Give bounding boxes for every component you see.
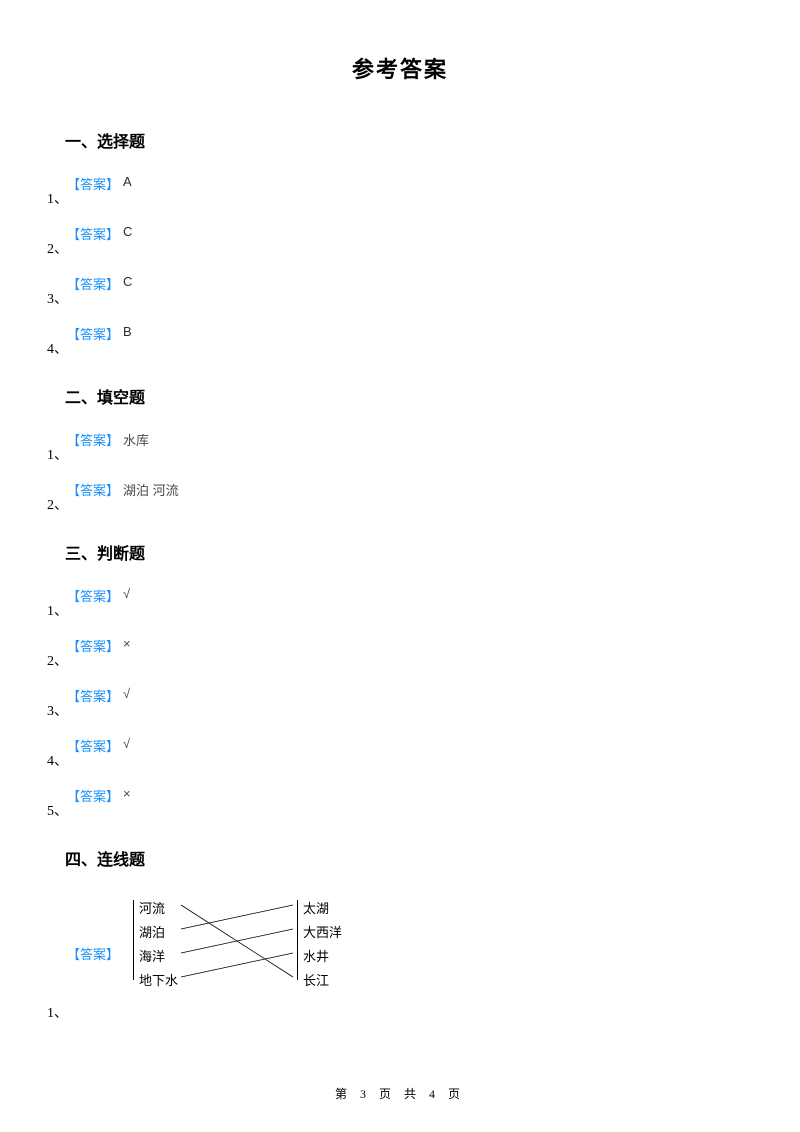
page-footer: 第 3 页 共 4 页 bbox=[0, 1085, 800, 1102]
footer-suffix: 页 bbox=[440, 1087, 465, 1101]
answer-row: 4、 【答案】 √ bbox=[65, 736, 735, 782]
footer-page: 3 bbox=[360, 1087, 371, 1101]
answer-label: 【答案】 bbox=[67, 636, 119, 655]
page-title: 参考答案 bbox=[0, 0, 800, 114]
answer-value: √ bbox=[123, 736, 130, 751]
section-2-heading: 二、填空题 bbox=[65, 384, 735, 408]
answer-row: 3、 【答案】 √ bbox=[65, 686, 735, 732]
answer-label: 【答案】 bbox=[67, 686, 119, 705]
answer-row: 1、 【答案】 √ bbox=[65, 586, 735, 632]
row-number: 3、 bbox=[47, 700, 68, 720]
answer-row: 2、 【答案】 C bbox=[65, 224, 735, 270]
match-answer-row: 1、 【答案】 河流 湖泊 海洋 地下水 太湖 大西洋 水井 长江 bbox=[65, 892, 735, 1022]
answer-row: 3、 【答案】 C bbox=[65, 274, 735, 320]
answer-value: A bbox=[123, 174, 132, 189]
answer-label: 【答案】 bbox=[67, 480, 119, 499]
answer-label: 【答案】 bbox=[67, 274, 119, 293]
row-number: 1、 bbox=[47, 444, 68, 464]
row-number: 1、 bbox=[47, 188, 68, 208]
answer-label: 【答案】 bbox=[67, 586, 119, 605]
footer-total: 4 bbox=[429, 1087, 440, 1101]
section-1-heading: 一、选择题 bbox=[65, 128, 735, 152]
footer-mid: 页 共 bbox=[371, 1087, 429, 1101]
answer-row: 2、 【答案】 湖泊 河流 bbox=[65, 480, 735, 526]
answer-value: C bbox=[123, 224, 132, 239]
answer-label: 【答案】 bbox=[67, 430, 119, 449]
section-4-heading: 四、连线题 bbox=[65, 846, 735, 870]
row-number: 4、 bbox=[47, 338, 68, 358]
answer-row: 1、 【答案】 水库 bbox=[65, 430, 735, 476]
answer-value: B bbox=[123, 324, 132, 339]
row-number: 1、 bbox=[47, 600, 68, 620]
answer-value: C bbox=[123, 274, 132, 289]
content-area: 一、选择题 1、 【答案】 A 2、 【答案】 C 3、 【答案】 C 4、 【… bbox=[0, 128, 800, 1022]
section-3-heading: 三、判断题 bbox=[65, 540, 735, 564]
answer-label: 【答案】 bbox=[67, 736, 119, 755]
answer-value: × bbox=[123, 786, 131, 801]
answer-label: 【答案】 bbox=[67, 324, 119, 343]
answer-row: 5、 【答案】 × bbox=[65, 786, 735, 832]
answer-value: × bbox=[123, 636, 131, 651]
answer-value: 水库 bbox=[123, 430, 149, 449]
answer-row: 1、 【答案】 A bbox=[65, 174, 735, 220]
match-lines-svg bbox=[121, 892, 401, 1012]
row-number: 3、 bbox=[47, 288, 68, 308]
footer-prefix: 第 bbox=[335, 1087, 360, 1101]
row-number: 2、 bbox=[47, 238, 68, 258]
answer-row: 2、 【答案】 × bbox=[65, 636, 735, 682]
answer-value: 湖泊 河流 bbox=[123, 480, 179, 499]
answer-value: √ bbox=[123, 686, 130, 701]
answer-row: 4、 【答案】 B bbox=[65, 324, 735, 370]
answer-label: 【答案】 bbox=[67, 174, 119, 193]
row-number: 4、 bbox=[47, 750, 68, 770]
row-number: 2、 bbox=[47, 650, 68, 670]
matching-diagram: 河流 湖泊 海洋 地下水 太湖 大西洋 水井 长江 bbox=[121, 892, 401, 1012]
answer-label: 【答案】 bbox=[67, 786, 119, 805]
answer-label: 【答案】 bbox=[67, 944, 119, 963]
answer-label: 【答案】 bbox=[67, 224, 119, 243]
row-number: 5、 bbox=[47, 800, 68, 820]
row-number: 2、 bbox=[47, 494, 68, 514]
answer-value: √ bbox=[123, 586, 130, 601]
row-number: 1、 bbox=[47, 1002, 68, 1022]
